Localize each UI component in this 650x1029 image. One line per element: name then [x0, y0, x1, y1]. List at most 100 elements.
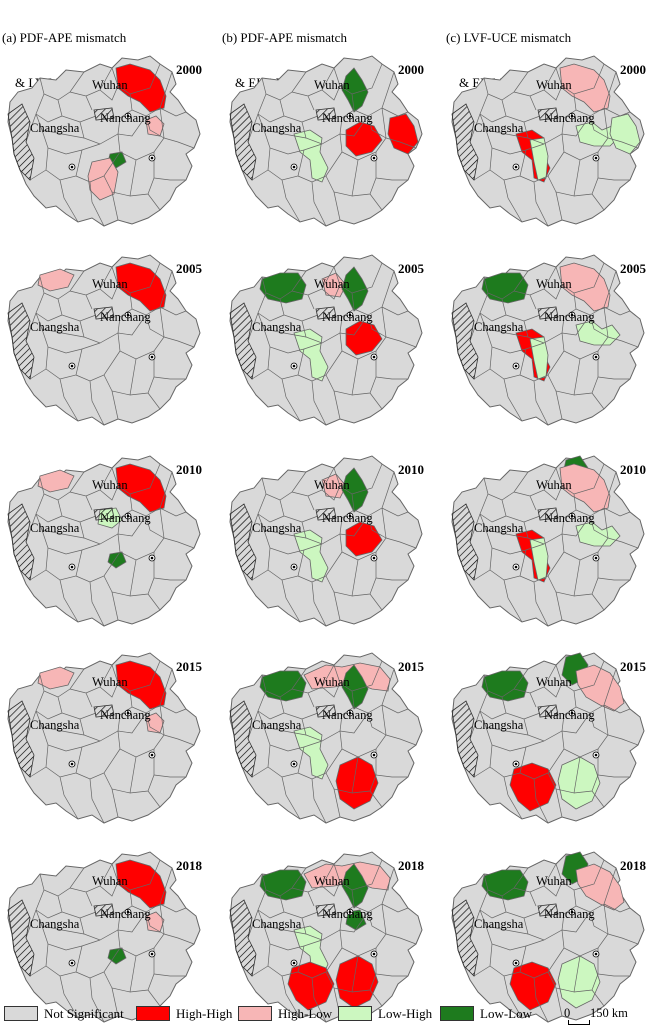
- city-label-wuhan: Wuhan: [536, 874, 572, 888]
- county-boundary: [591, 989, 605, 1007]
- county-boundary: [479, 113, 507, 123]
- county-boundary: [263, 925, 323, 951]
- cluster-wuhan-east: [559, 63, 611, 113]
- county-boundary: [589, 712, 609, 736]
- county-boundary: [529, 495, 537, 511]
- hatched-area-wuhan: [315, 903, 337, 917]
- city-marker-dot-changsha: [70, 762, 74, 766]
- county-boundary: [519, 350, 565, 382]
- cluster-wuhan-east: [115, 859, 167, 909]
- county-boundary: [385, 734, 417, 746]
- hatched-area-wuhan: [93, 107, 115, 121]
- county-boundary: [321, 85, 341, 101]
- county-boundary: [367, 911, 387, 935]
- county-boundary: [375, 774, 408, 778]
- year-label: 2000: [398, 62, 424, 77]
- hatched-area-west: [451, 103, 479, 181]
- city-marker-dot-wuhan: [126, 711, 130, 715]
- county-boundary: [99, 485, 119, 501]
- county-boundary: [469, 113, 481, 143]
- county-boundary: [69, 467, 113, 497]
- year-label: 2010: [176, 462, 202, 477]
- county-boundary: [79, 911, 147, 941]
- county-boundary: [311, 581, 327, 627]
- county-boundary: [367, 712, 387, 736]
- legend: Not Significant High-High High-Low Low-H…: [0, 1002, 650, 1026]
- city-marker-dot-wuhan: [348, 313, 352, 317]
- county-boundary: [163, 537, 195, 549]
- city-label-changsha: Changsha: [474, 718, 524, 732]
- county-boundary: [75, 551, 121, 583]
- county-boundary: [301, 712, 369, 742]
- county-boundary: [99, 682, 119, 698]
- county-boundary: [597, 376, 630, 380]
- county-boundary: [251, 368, 269, 380]
- county-boundary: [99, 284, 119, 300]
- cluster-wuhan-east: [115, 463, 167, 513]
- county-boundary: [147, 790, 161, 808]
- city-label-nanchang: Nanchang: [322, 907, 373, 921]
- legend-swatch-high-high: [136, 1006, 170, 1021]
- legend-label-low-low: Low-Low: [480, 1006, 532, 1021]
- map-svg: [451, 851, 645, 1023]
- county-boundary: [369, 392, 383, 410]
- legend-label-high-low: High-Low: [278, 1006, 333, 1021]
- county-boundary: [385, 933, 417, 945]
- county-boundary: [607, 537, 639, 549]
- legend-swatch-high-low: [238, 1006, 272, 1021]
- map-panel-b-2005: 2005 Wuhan Changsha Nanchang: [222, 229, 428, 429]
- city-marker-dot-changsha: [70, 165, 74, 169]
- hatched-area-west: [7, 700, 35, 778]
- county-boundary: [529, 692, 537, 708]
- county-boundary: [325, 159, 359, 197]
- county-boundary: [311, 380, 327, 426]
- county-boundary: [501, 696, 541, 720]
- city-marker-dot-nanchang: [594, 355, 598, 359]
- county-boundary: [513, 664, 557, 694]
- county-boundary: [479, 513, 507, 523]
- county-boundary: [561, 507, 609, 561]
- map-panel-a-2018: 2018 Wuhan Changsha Nanchang: [0, 826, 206, 1026]
- city-marker-dot-changsha: [292, 762, 296, 766]
- county-boundary: [163, 336, 195, 348]
- county-boundary: [153, 774, 186, 778]
- county-boundary: [561, 306, 609, 360]
- county-boundary: [607, 933, 639, 945]
- county-boundary: [555, 987, 563, 1017]
- county-boundary: [297, 151, 343, 183]
- county-boundary: [523, 115, 591, 145]
- city-marker-dot-wuhan: [126, 114, 130, 118]
- county-boundary: [251, 766, 269, 778]
- legend-label-high-high: High-High: [176, 1006, 233, 1021]
- county-boundary: [469, 710, 481, 740]
- scale-bar-zero: 0: [564, 1006, 571, 1020]
- hatched-area-wuhan: [93, 507, 115, 521]
- city-marker-dot-nanchang: [594, 753, 598, 757]
- county-boundary: [153, 177, 186, 181]
- county-boundary: [321, 485, 341, 501]
- column-title-a-line1: (a) PDF-APE mismatch: [2, 30, 127, 45]
- county-boundary: [591, 790, 605, 808]
- city-marker-dot-nanchang: [150, 556, 154, 560]
- county-boundary: [147, 593, 161, 611]
- county-boundary: [247, 710, 259, 740]
- county-boundary: [79, 115, 147, 145]
- city-label-changsha: Changsha: [30, 718, 80, 732]
- city-label-wuhan: Wuhan: [92, 78, 128, 92]
- county-boundary: [29, 766, 47, 778]
- county-boundary: [279, 895, 319, 919]
- county-boundary: [573, 749, 599, 794]
- county-boundary: [513, 266, 557, 296]
- county-boundary: [501, 499, 541, 523]
- county-boundary: [35, 710, 63, 720]
- county-boundary: [589, 314, 609, 338]
- county-boundary: [307, 495, 315, 511]
- county-boundary: [85, 891, 93, 907]
- county-boundary: [257, 312, 285, 322]
- city-label-nanchang: Nanchang: [544, 310, 595, 324]
- city-label-nanchang: Nanchang: [544, 907, 595, 921]
- county-boundary: [597, 973, 630, 977]
- map-panel-c-2005: 2005 Wuhan Changsha Nanchang: [444, 229, 650, 429]
- city-marker-dot-wuhan: [126, 910, 130, 914]
- county-boundary: [307, 692, 315, 708]
